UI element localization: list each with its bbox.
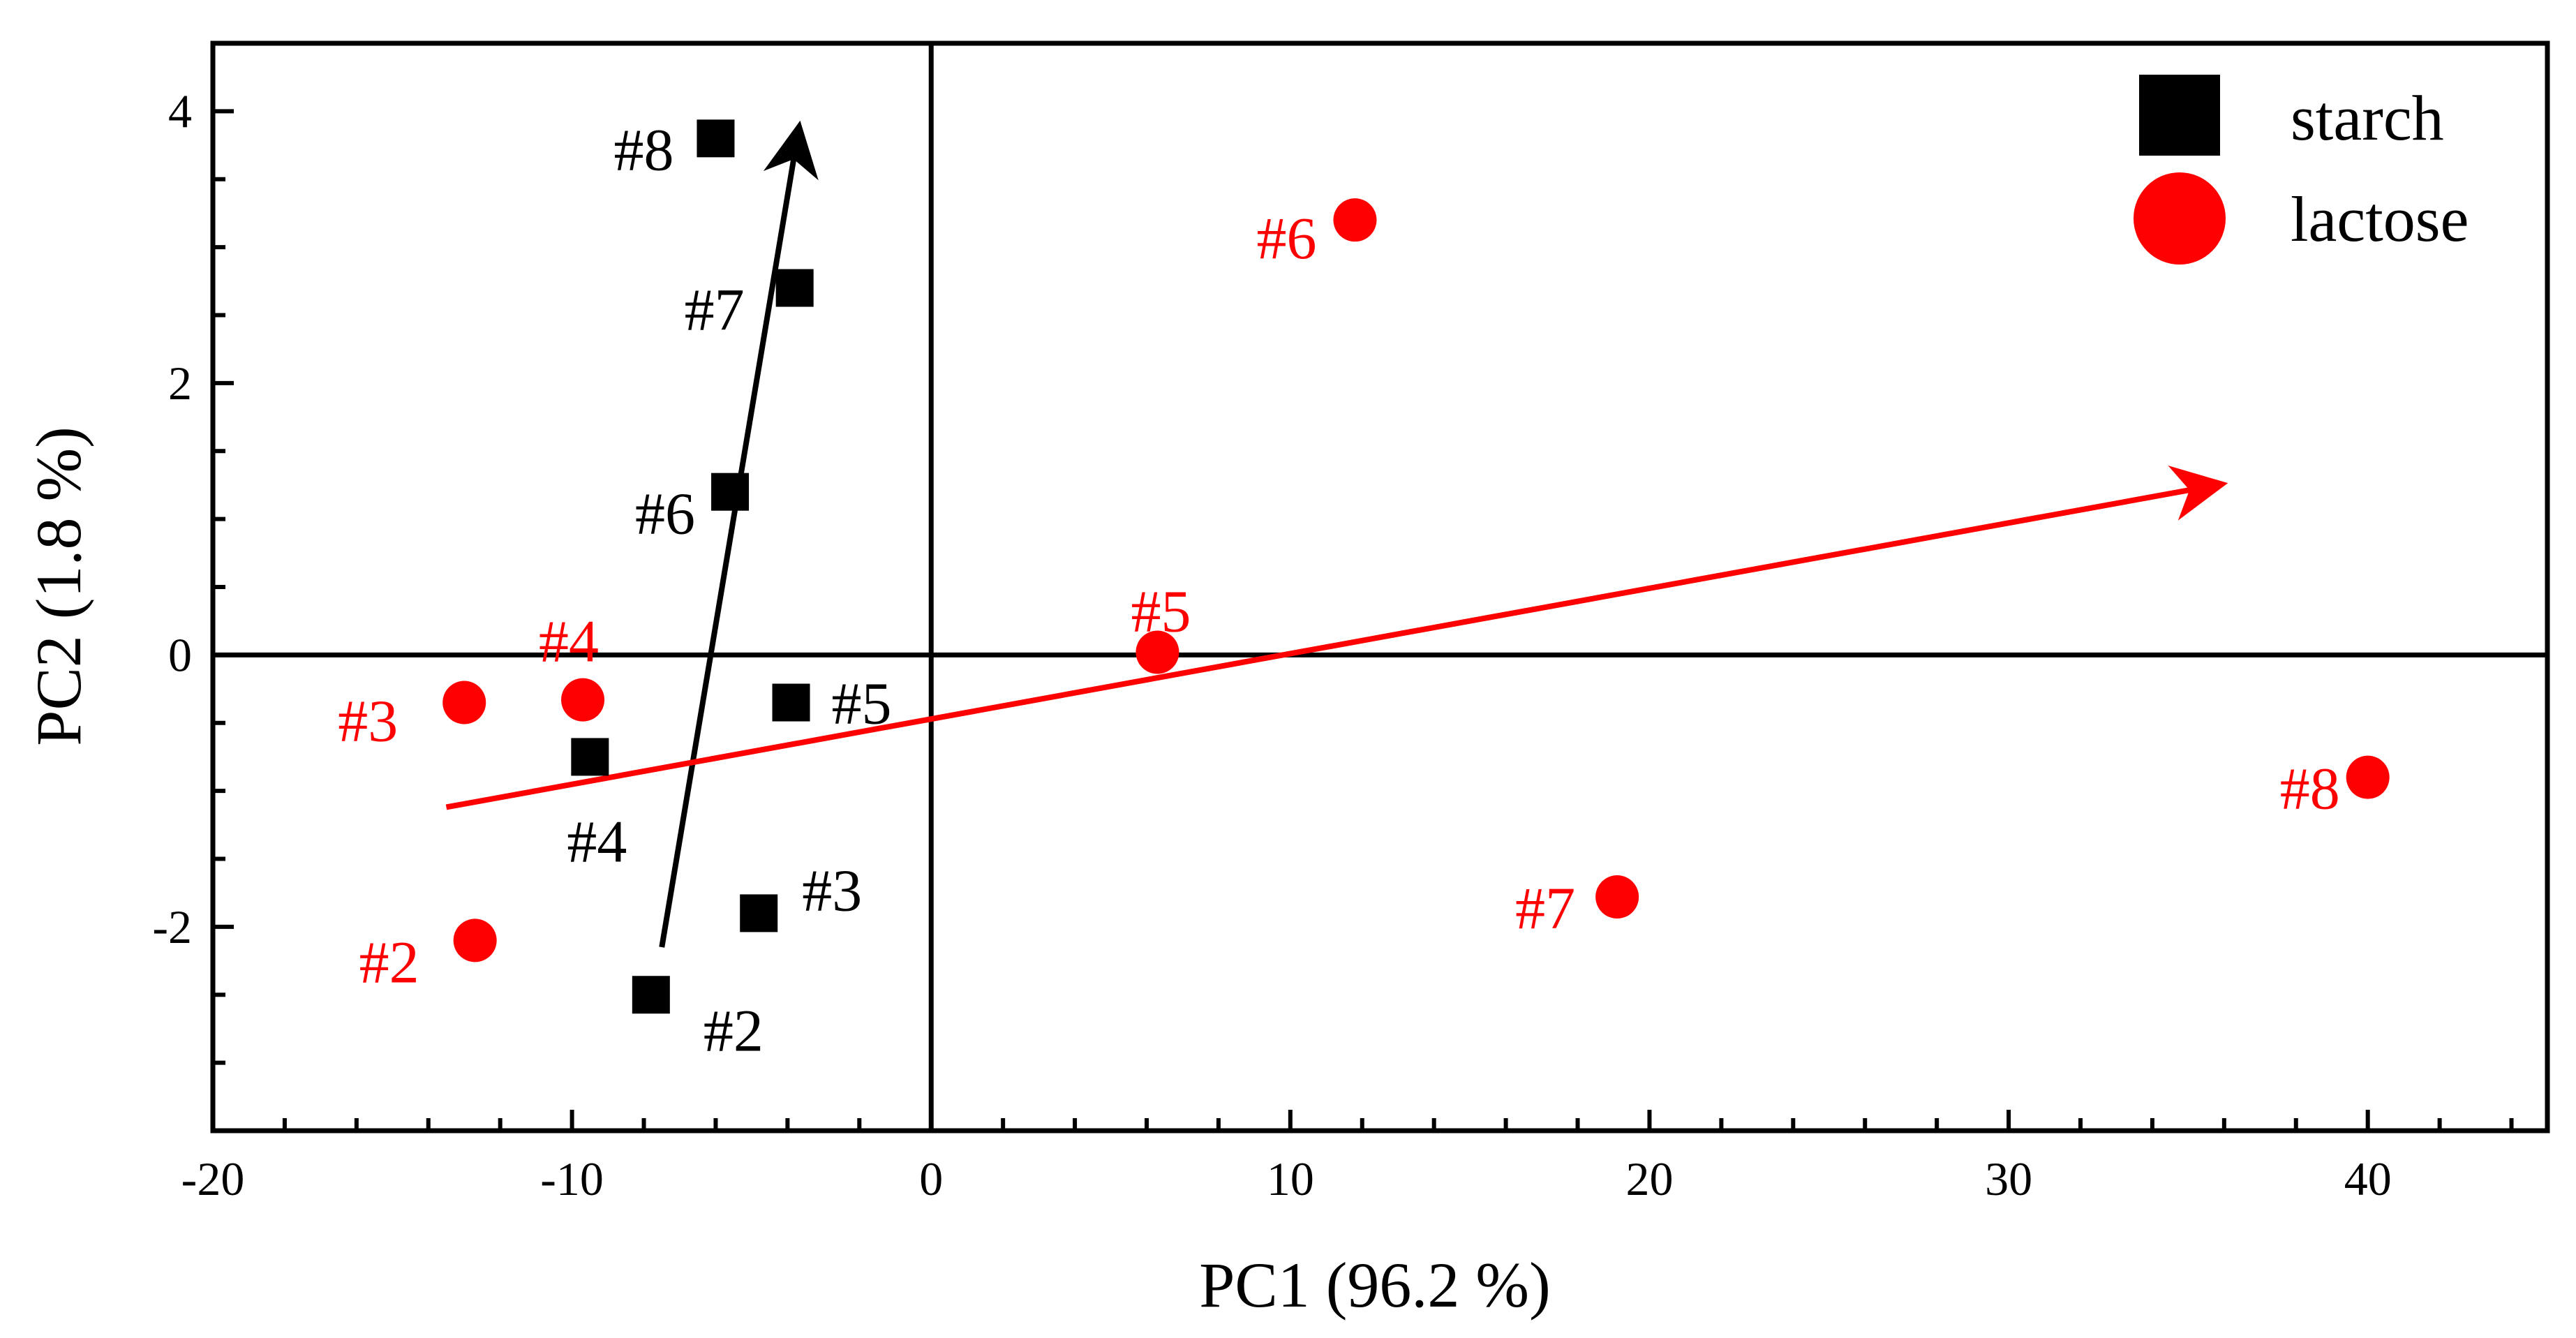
lactose-point-label: #5: [1131, 577, 1191, 644]
x-tick-label: 20: [1625, 1152, 1673, 1205]
y-axis-title: PC2 (1.8 %): [23, 426, 94, 745]
starch-point: [632, 976, 670, 1014]
lactose-point: [561, 678, 605, 722]
starch-trend-arrow: [659, 120, 819, 948]
lactose-point: [1595, 875, 1639, 919]
y-tick-label: -2: [152, 900, 192, 953]
lactose-point: [453, 919, 497, 962]
starch-point-label: #7: [685, 276, 745, 343]
lactose-point-label: #8: [2280, 755, 2340, 822]
lactose-point-label: #6: [1256, 205, 1316, 272]
lactose-point: [2346, 755, 2390, 799]
legend-starch-marker: [2139, 75, 2220, 156]
starch-point: [740, 894, 778, 932]
starch-point: [772, 683, 810, 722]
trend-arrows: [445, 120, 2228, 948]
lactose-point-label: #4: [539, 608, 599, 675]
starch-point-label: #2: [703, 997, 764, 1064]
lactose-point: [1136, 630, 1179, 674]
starch-point-label: #8: [613, 116, 673, 183]
lactose-point: [442, 681, 486, 724]
starch-point-label: #5: [832, 670, 892, 737]
legend-starch-label: starch: [2291, 82, 2444, 154]
starch-point: [711, 473, 750, 511]
legend-lactose-label: lactose: [2291, 184, 2469, 255]
starch-point-label: #4: [567, 808, 627, 875]
data-points: [442, 119, 2390, 1014]
zero-lines: [213, 43, 2547, 1131]
lactose-point-label: #7: [1515, 875, 1575, 942]
lactose-point-label: #2: [359, 928, 419, 995]
x-tick-label: 0: [919, 1152, 943, 1205]
starch-point: [775, 269, 814, 307]
x-tick-label: -20: [181, 1152, 245, 1205]
starch-point-label: #6: [635, 480, 695, 547]
x-tick-label: -10: [540, 1152, 604, 1205]
y-tick-label: 2: [168, 357, 192, 410]
y-tick-label: 0: [168, 628, 192, 681]
point-labels: #2 #3 #4 #5 #6 #7 #8 #2 #3 #4 #5 #6 #7 #8: [338, 116, 2339, 1064]
starch-point: [571, 738, 609, 776]
x-tick-label: 10: [1267, 1152, 1314, 1205]
lactose-trend-arrow: [445, 466, 2228, 810]
y-tick-label: 4: [168, 84, 192, 137]
x-tick-label: 30: [1985, 1152, 2032, 1205]
legend: starch lactose: [2134, 75, 2469, 265]
x-axis-title: PC1 (96.2 %): [1199, 1249, 1550, 1321]
legend-lactose-marker: [2134, 172, 2226, 265]
x-tick-label: 40: [2344, 1152, 2392, 1205]
lactose-point: [1333, 198, 1377, 242]
starch-point-label: #3: [802, 856, 862, 923]
starch-point: [697, 119, 735, 158]
lactose-point-label: #3: [338, 687, 398, 755]
